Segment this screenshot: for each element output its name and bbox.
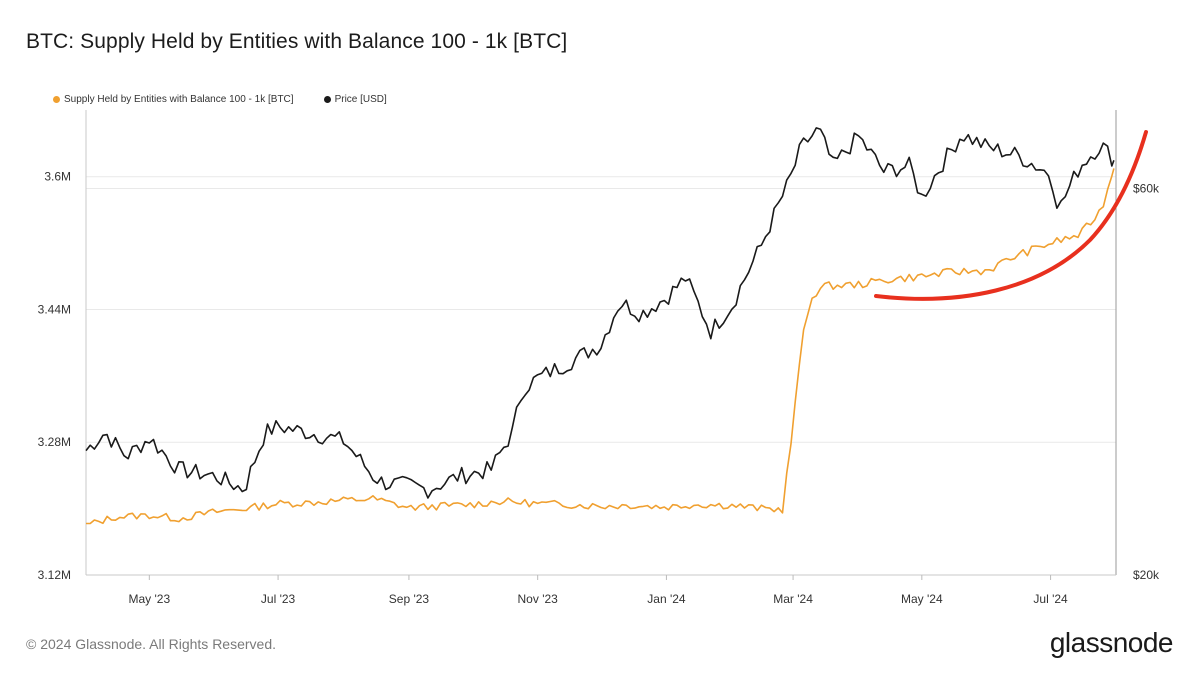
footer-copyright: © 2024 Glassnode. All Rights Reserved.	[26, 636, 277, 652]
legend-item-supply[interactable]: Supply Held by Entities with Balance 100…	[53, 94, 294, 105]
y-right-tick-label: $20k	[1133, 568, 1160, 582]
x-tick-label: Jan '24	[647, 592, 686, 606]
y-left-tick-label: 3.28M	[38, 435, 71, 449]
axes	[85, 110, 1117, 580]
brand-logo: glassnode	[1049, 627, 1174, 658]
annotation-layer	[874, 130, 1148, 301]
chart-legend: Supply Held by Entities with Balance 100…	[53, 94, 387, 105]
grid-lines	[86, 176, 1116, 576]
x-tick-label: Jul '24	[1033, 592, 1068, 606]
chart-title: BTC: Supply Held by Entities with Balanc…	[26, 30, 568, 53]
highlight-curve	[874, 130, 1148, 301]
supply-line	[86, 168, 1115, 525]
x-tick-label: Mar '24	[773, 592, 813, 606]
legend-dot-supply	[53, 96, 60, 103]
x-tick-label: May '23	[128, 592, 170, 606]
series-layer	[85, 127, 1115, 525]
x-tick-label: Sep '23	[389, 592, 430, 606]
x-tick-label: Jul '23	[261, 592, 296, 606]
x-tick-label: May '24	[901, 592, 943, 606]
price-line	[85, 127, 1115, 499]
legend-dot-price	[323, 96, 331, 103]
legend-item-price[interactable]: Price [USD]	[323, 94, 387, 105]
y-left-tick-label: 3.6M	[44, 170, 71, 184]
legend-label-price: Price [USD]	[334, 94, 387, 105]
y-left-tick-label: 3.44M	[38, 302, 71, 316]
y-left-tick-label: 3.12M	[38, 568, 71, 582]
y-right-tick-label: $60k	[1133, 182, 1160, 196]
tick-labels: May '23 Jul '23 Sep '23 Nov '23 Jan '24 Mar '…	[38, 170, 1160, 606]
legend-label-supply: Supply Held by Entities with Balance 100…	[64, 94, 294, 105]
x-tick-label: Nov '23	[518, 592, 559, 606]
